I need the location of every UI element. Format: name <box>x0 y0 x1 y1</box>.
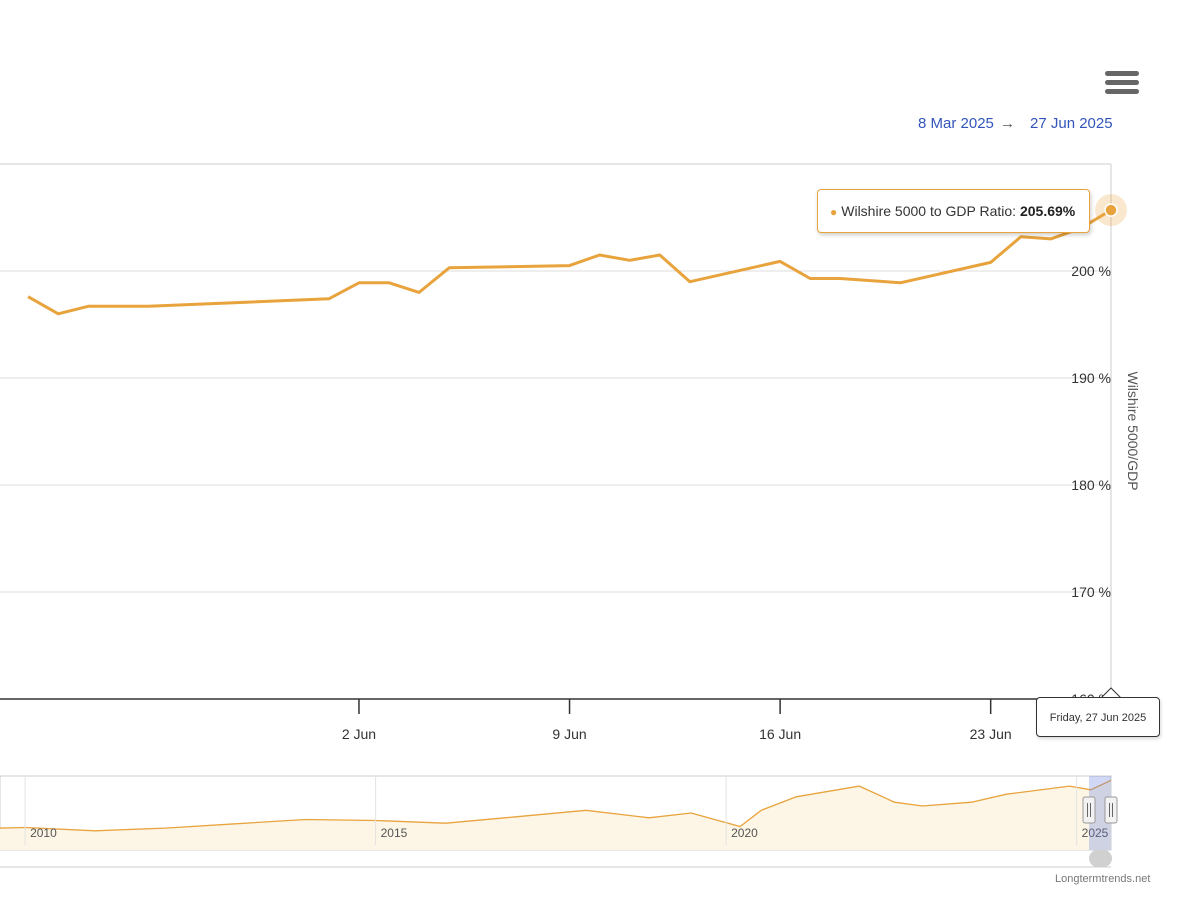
menu-bar <box>1105 71 1139 76</box>
navigator[interactable]: 2010 2015 2020 2025 <box>0 775 1118 851</box>
menu-bar <box>1105 89 1139 94</box>
x-ticks: 2 Jun 9 Jun 16 Jun 23 Jun <box>342 699 1012 742</box>
hover-point <box>1104 203 1118 217</box>
x-tick-label: 16 Jun <box>759 726 801 742</box>
range-start-date[interactable]: 8 Mar 2025 <box>918 115 994 132</box>
navigator-label: 2020 <box>731 826 758 840</box>
range-end-date[interactable]: 27 Jun 2025 <box>1030 115 1113 132</box>
scrollbar-thumb[interactable] <box>1089 850 1112 867</box>
navigator-handle-icon[interactable] <box>1082 796 1096 824</box>
value-tooltip: ● Wilshire 5000 to GDP Ratio: 205.69% <box>817 189 1091 233</box>
series-dot-icon: ● <box>830 205 838 219</box>
hamburger-menu-icon[interactable] <box>1105 71 1139 99</box>
y-axis-label: Wilshire 5000/GDP <box>1125 371 1141 490</box>
x-tick-label: 23 Jun <box>970 726 1012 742</box>
grid-lines <box>0 270 1111 593</box>
navigator-area <box>0 780 1111 850</box>
navigator-selection[interactable] <box>1089 776 1111 850</box>
tooltip-value: 205.69% <box>1019 203 1076 219</box>
y-tick-label: 180 % <box>1071 477 1111 493</box>
date-tooltip: Friday, 27 Jun 2025 <box>1036 697 1160 737</box>
y-tick-labels: 160 %170 %180 %190 %200 % <box>1071 263 1111 707</box>
credit-link[interactable]: Longtermtrends.net <box>1055 873 1151 885</box>
navigator-label: 2015 <box>381 826 408 840</box>
navigator-series <box>0 779 1112 832</box>
menu-bar <box>1105 80 1139 85</box>
y-tick-label: 170 % <box>1071 584 1111 600</box>
x-tick-label: 9 Jun <box>552 726 586 742</box>
date-tooltip-caret <box>1100 687 1122 699</box>
x-tick-label: 2 Jun <box>342 726 376 742</box>
navigator-label: 2010 <box>30 826 57 840</box>
y-tick-label: 200 % <box>1071 263 1111 279</box>
navigator-label: 2025 <box>1082 826 1109 840</box>
hover-marker <box>1095 194 1127 227</box>
range-arrow: → <box>1000 115 1015 132</box>
navigator-handle-icon[interactable] <box>1104 796 1118 824</box>
y-tick-label: 190 % <box>1071 370 1111 386</box>
tooltip-label: Wilshire 5000 to GDP Ratio: <box>841 203 1020 219</box>
series-line <box>27 208 1112 316</box>
series-layer <box>27 208 1112 316</box>
